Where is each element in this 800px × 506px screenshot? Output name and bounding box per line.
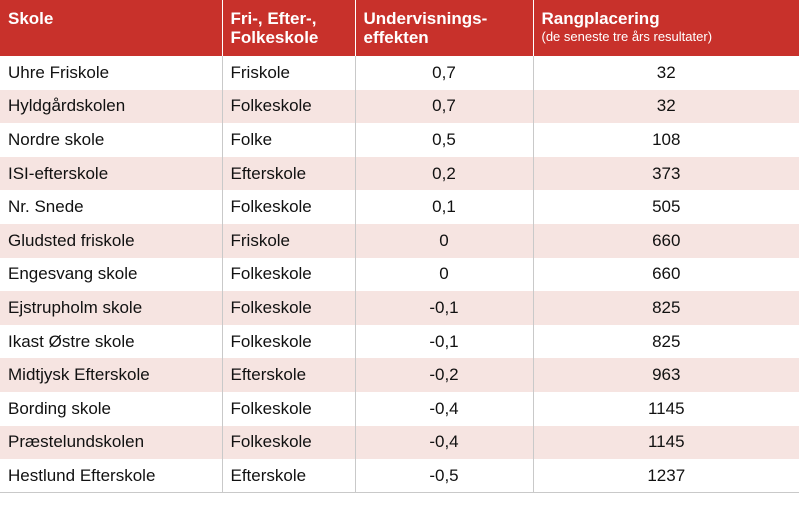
cell-teaching-effect: 0,5	[355, 123, 534, 157]
cell-school-type: Folkeskole	[222, 425, 356, 460]
cell-rank: 373	[533, 156, 799, 191]
cell-rank: 108	[533, 123, 799, 157]
cell-teaching-effect: 0	[355, 257, 534, 292]
header-school-type-line1: Fri-, Efter-,	[230, 9, 317, 28]
table-body: Uhre Friskole Friskole 0,7 32 Hyldgårdskolen…	[0, 56, 799, 494]
table-row: Uhre Friskole Friskole 0,7 32	[0, 56, 799, 90]
table-row: Midtjysk Efterskole Efterskole -0,2 963	[0, 358, 799, 392]
header-rank: Rangplacering (de seneste tre års result…	[533, 0, 799, 56]
cell-school-type: Folkeskole	[222, 291, 356, 325]
table-row: Engesvang skole Folkeskole 0 660	[0, 257, 799, 292]
table-row: Nr. Snede Folkeskole 0,1 505	[0, 190, 799, 224]
cell-teaching-effect: 0	[355, 223, 534, 258]
cell-school: ISI-efterskole	[0, 156, 223, 191]
cell-school: Gludsted friskole	[0, 223, 223, 258]
cell-school-type: Folkeskole	[222, 391, 356, 426]
cell-rank: 1145	[533, 425, 799, 460]
header-teaching-effect-line1: Undervisnings-	[363, 9, 488, 28]
cell-school-type: Folkeskole	[222, 257, 356, 292]
cell-rank: 32	[533, 89, 799, 124]
school-ranking-table: Skole Fri-, Efter-, Folkeskole Undervisn…	[0, 0, 799, 494]
cell-school: Hestlund Efterskole	[0, 459, 223, 494]
header-row: Skole Fri-, Efter-, Folkeskole Undervisn…	[0, 0, 799, 56]
header-school-type: Fri-, Efter-, Folkeskole	[222, 0, 356, 56]
table-row: Bording skole Folkeskole -0,4 1145	[0, 391, 799, 426]
table-row: Ikast Østre skole Folkeskole -0,1 825	[0, 324, 799, 359]
cell-school-type: Friskole	[222, 223, 356, 258]
header-teaching-effect: Undervisnings- effekten	[355, 0, 534, 56]
cell-rank: 32	[533, 56, 799, 90]
cell-teaching-effect: -0,1	[355, 324, 534, 359]
cell-rank: 505	[533, 190, 799, 224]
table-row: Hestlund Efterskole Efterskole -0,5 1237	[0, 459, 799, 494]
header-teaching-effect-line2: effekten	[363, 28, 429, 47]
cell-rank: 963	[533, 358, 799, 392]
cell-school-type: Folke	[222, 123, 356, 157]
cell-school-type: Efterskole	[222, 156, 356, 191]
table-header: Skole Fri-, Efter-, Folkeskole Undervisn…	[0, 0, 799, 56]
cell-school-type: Friskole	[222, 56, 356, 90]
cell-teaching-effect: 0,7	[355, 89, 534, 124]
cell-school: Engesvang skole	[0, 257, 223, 292]
cell-rank: 1145	[533, 391, 799, 426]
cell-rank: 825	[533, 291, 799, 325]
cell-teaching-effect: 0,1	[355, 190, 534, 224]
cell-school-type: Folkeskole	[222, 89, 356, 124]
cell-school: Ikast Østre skole	[0, 324, 223, 359]
table-row: Nordre skole Folke 0,5 108	[0, 123, 799, 157]
cell-school: Uhre Friskole	[0, 56, 223, 90]
table-row: Præstelundskolen Folkeskole -0,4 1145	[0, 425, 799, 460]
cell-teaching-effect: -0,1	[355, 291, 534, 325]
header-school-type-line2: Folkeskole	[230, 28, 319, 47]
cell-rank: 1237	[533, 459, 799, 494]
cell-school-type: Efterskole	[222, 358, 356, 392]
header-school: Skole	[0, 0, 223, 56]
cell-rank: 660	[533, 257, 799, 292]
header-rank-subtitle: (de seneste tre års resultater)	[541, 29, 713, 44]
table-row: Gludsted friskole Friskole 0 660	[0, 223, 799, 258]
cell-rank: 660	[533, 223, 799, 258]
cell-teaching-effect: -0,2	[355, 358, 534, 392]
cell-teaching-effect: -0,5	[355, 459, 534, 494]
cell-school-type: Efterskole	[222, 459, 356, 494]
cell-school: Nr. Snede	[0, 190, 223, 224]
cell-teaching-effect: 0,7	[355, 56, 534, 90]
table-row: Ejstrupholm skole Folkeskole -0,1 825	[0, 291, 799, 325]
header-rank-title: Rangplacering	[541, 9, 660, 28]
cell-school: Ejstrupholm skole	[0, 291, 223, 325]
cell-school-type: Folkeskole	[222, 324, 356, 359]
cell-teaching-effect: -0,4	[355, 391, 534, 426]
cell-school-type: Folkeskole	[222, 190, 356, 224]
cell-school: Præstelundskolen	[0, 425, 223, 460]
cell-teaching-effect: 0,2	[355, 156, 534, 191]
cell-rank: 825	[533, 324, 799, 359]
cell-school: Nordre skole	[0, 123, 223, 157]
table-row: ISI-efterskole Efterskole 0,2 373	[0, 156, 799, 191]
cell-school: Midtjysk Efterskole	[0, 358, 223, 392]
cell-teaching-effect: -0,4	[355, 425, 534, 460]
table-row: Hyldgårdskolen Folkeskole 0,7 32	[0, 89, 799, 124]
cell-school: Bording skole	[0, 391, 223, 426]
cell-school: Hyldgårdskolen	[0, 89, 223, 124]
